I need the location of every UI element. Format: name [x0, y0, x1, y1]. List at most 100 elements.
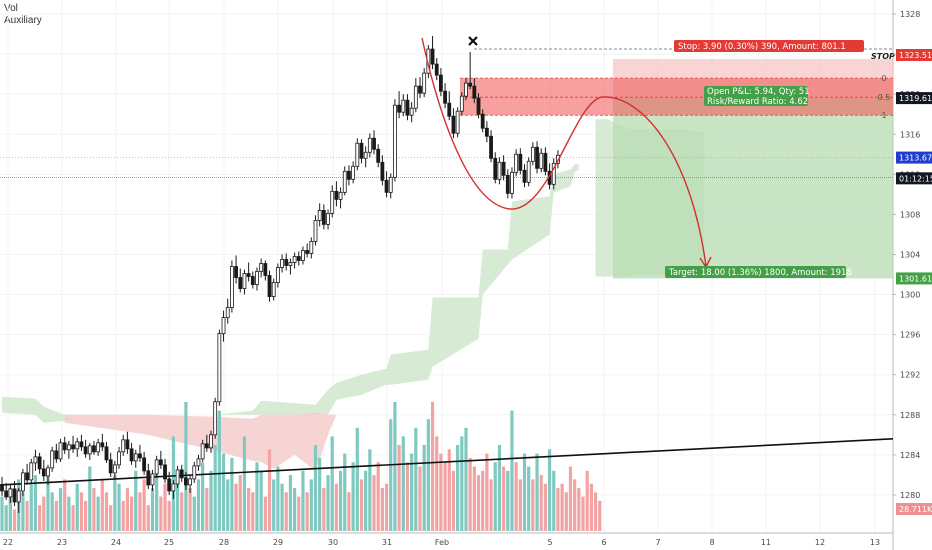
candle-body	[96, 442, 101, 453]
candle-body	[142, 457, 147, 472]
candle-body	[280, 259, 284, 268]
candle-body	[259, 263, 264, 272]
volume-bar	[489, 479, 493, 531]
candle-body	[46, 467, 50, 477]
volume-bar	[33, 475, 38, 531]
y-tick-label: 1280	[900, 491, 920, 500]
svg-text:1319.61: 1319.61	[899, 94, 932, 103]
candle-body	[422, 72, 427, 94]
candle-body	[246, 273, 251, 277]
candle-body	[313, 220, 318, 242]
volume-bar	[8, 488, 12, 531]
candle-body	[146, 470, 151, 486]
candle-body	[413, 85, 418, 109]
candle-body	[163, 464, 167, 480]
candle-body	[188, 478, 193, 486]
legend-auxiliary: Auxiliary	[4, 15, 42, 26]
volume-bar	[150, 488, 155, 531]
volume-bar	[535, 453, 539, 531]
volume-bar	[502, 466, 506, 531]
candle-body	[12, 488, 17, 503]
volume-bar	[439, 453, 443, 531]
price-axis[interactable]: 1280128412881292129613001304130813121316…	[893, 10, 932, 515]
candle-body	[401, 99, 406, 113]
candle-body	[79, 441, 84, 448]
volume-bar	[531, 479, 535, 531]
x-tick-label: 22	[3, 538, 13, 547]
x-tick-label: 8	[709, 538, 714, 547]
candle-body	[505, 174, 510, 194]
candle-body	[184, 477, 188, 486]
target-label[interactable]: Target: 18.00 (1.36%) 1800, Amount: 1918	[665, 266, 852, 278]
x-tick-label: Feb	[435, 538, 449, 547]
volume-bar	[54, 500, 58, 531]
volume-bar	[460, 436, 464, 531]
volume-bar	[556, 488, 560, 531]
x-tick-label: 11	[761, 538, 771, 547]
candle-body	[434, 63, 439, 76]
candle-body	[250, 276, 255, 285]
candle-body	[284, 259, 289, 266]
volume-bar	[318, 457, 322, 531]
volume-bar	[129, 496, 134, 531]
candle-body	[388, 176, 393, 193]
candle-body	[317, 209, 322, 221]
candle-body	[58, 442, 63, 460]
candle-body	[330, 190, 335, 214]
volume-bar	[472, 466, 476, 531]
volume-bar	[29, 483, 33, 531]
candle-body	[221, 317, 226, 335]
volume-bar	[280, 483, 284, 531]
time-axis[interactable]: 22 23 24 25 28 29 30 31 Feb 5 6 7 8 11 12 13	[3, 538, 880, 547]
volume-bar	[435, 436, 439, 531]
volume-bar	[21, 492, 25, 531]
volume-bar	[389, 419, 393, 531]
candle-body	[326, 213, 330, 225]
candle-body	[480, 113, 485, 129]
candle-body	[267, 275, 272, 297]
candle-body	[192, 465, 197, 480]
candle-body	[92, 445, 96, 453]
candle-body	[522, 169, 527, 183]
candle-body	[54, 450, 59, 460]
stop-label[interactable]: Stop: 3.90 (0.30%) 390, Amount: 801.1	[674, 40, 864, 52]
candle-body	[100, 442, 105, 448]
candle-body	[409, 107, 414, 116]
candle-body	[83, 446, 88, 455]
volume-bar	[267, 449, 272, 531]
y-tick-label: 1316	[900, 130, 920, 139]
svg-text:1313.67: 1313.67	[899, 154, 932, 163]
volume-bar	[330, 436, 334, 531]
candle-body	[447, 102, 452, 117]
volume-bar	[364, 470, 368, 531]
volume-bar	[155, 466, 159, 531]
volume-bar	[547, 449, 552, 531]
candle-body	[37, 456, 42, 470]
candle-body	[535, 146, 539, 169]
x-tick-label: 24	[111, 538, 121, 547]
volume-bar	[447, 449, 451, 531]
candle-body	[355, 142, 360, 167]
y-tick-label: 1284	[900, 451, 920, 460]
volume-bar	[322, 488, 326, 531]
volume-bar	[75, 483, 79, 531]
candle-body	[62, 442, 67, 451]
svg-text:Stop: 3.90 (0.30%) 390, Amount: Stop: 3.90 (0.30%) 390, Amount: 801.1	[678, 42, 846, 52]
volume-bar	[25, 500, 29, 531]
volume-bar	[564, 492, 568, 531]
volume-bar	[380, 488, 384, 531]
volume-bar	[297, 496, 301, 531]
candle-body	[301, 250, 305, 261]
candle-body	[33, 456, 38, 464]
candle-body	[225, 307, 230, 318]
volume-bar	[527, 466, 531, 531]
x-tick-label: 6	[601, 538, 606, 547]
candle-body	[8, 488, 13, 498]
candle-body	[0, 484, 4, 492]
candle-body	[455, 110, 460, 134]
volume-bar	[430, 402, 435, 531]
candle-body	[179, 469, 184, 479]
candle-body	[372, 137, 376, 150]
